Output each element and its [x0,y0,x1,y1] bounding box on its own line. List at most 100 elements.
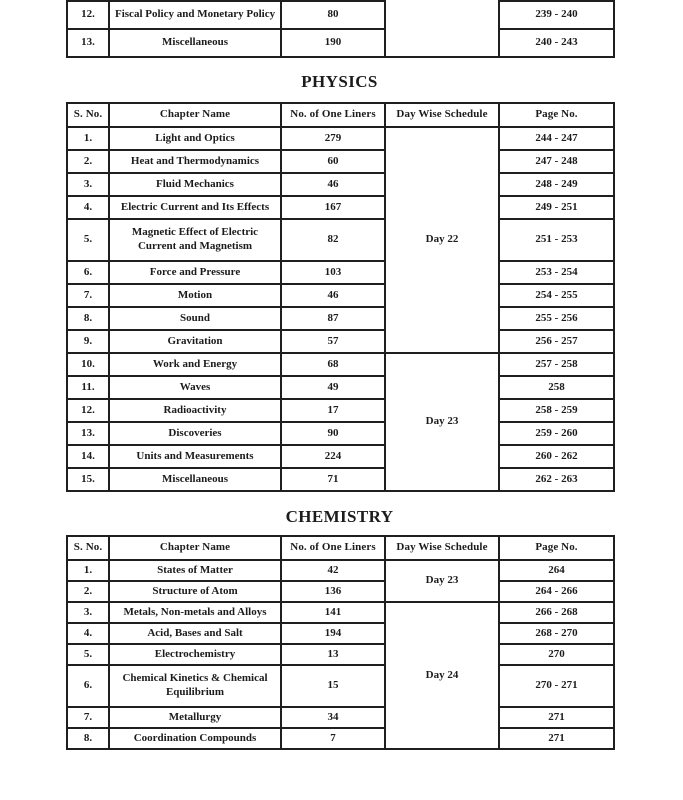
sno-cell: 8. [66,727,110,750]
liners-cell: 224 [280,444,386,469]
table-row: 7. Motion 46 254 - 255 [66,283,615,308]
liners-cell: 90 [280,421,386,446]
liners-cell: 46 [280,172,386,197]
table-row: 1. Light and Optics 279 Day 22 244 - 247 [66,126,615,354]
pages-cell: 268 - 270 [498,622,615,645]
pages-cell: 271 [498,727,615,750]
sno-cell: 13. [66,421,110,446]
liners-cell: 82 [280,218,386,262]
liners-cell: 190 [280,28,386,58]
table-row: 8. Coordination Compounds 7 271 [66,727,615,750]
col-header-sno: S. No. [66,535,110,561]
chapter-cell: Light and Optics [108,126,282,151]
chapter-cell: Sound [108,306,282,331]
liners-cell: 68 [280,352,386,377]
sno-cell: 13. [66,28,110,58]
table-row: 12. Radioactivity 17 258 - 259 [66,398,615,423]
liners-cell: 46 [280,283,386,308]
sno-cell: 4. [66,195,110,220]
pages-cell: 264 - 266 [498,580,615,603]
chapter-cell: Miscellaneous [108,467,282,492]
pages-cell: 266 - 268 [498,601,615,624]
table-row: 6. Chemical Kinetics & Chemical Equilibr… [66,664,615,708]
schedule-cell: Day 22 [384,126,500,354]
col-header-pages: Page No. [498,102,615,128]
sno-cell: 4. [66,622,110,645]
chapter-cell: Motion [108,283,282,308]
sno-cell: 3. [66,172,110,197]
liners-cell: 136 [280,580,386,603]
table-row: 9. Gravitation 57 256 - 257 [66,329,615,354]
table-row: 7. Metallurgy 34 271 [66,706,615,729]
sno-cell: 5. [66,643,110,666]
pages-cell: 240 - 243 [498,28,615,58]
sno-cell: 7. [66,283,110,308]
sno-cell: 6. [66,260,110,285]
table-row: 14. Units and Measurements 224 260 - 262 [66,444,615,469]
liners-cell: 42 [280,559,386,582]
col-header-liners: No. of One Liners [280,102,386,128]
sno-cell: 15. [66,467,110,492]
col-header-sno: S. No. [66,102,110,128]
table-row: 5. Magnetic Effect of Electric Current a… [66,218,615,262]
chapter-cell: Heat and Thermodynamics [108,149,282,174]
sno-cell: 10. [66,352,110,377]
col-header-pages: Page No. [498,535,615,561]
sno-cell: 6. [66,664,110,708]
col-header-chapter: Chapter Name [108,535,282,561]
chapter-cell: Chemical Kinetics & Chemical Equilibrium [108,664,282,708]
pages-cell: 270 [498,643,615,666]
table-row: 4. Electric Current and Its Effects 167 … [66,195,615,220]
schedule-cell [384,1,500,58]
liners-cell: 167 [280,195,386,220]
col-header-chapter: Chapter Name [108,102,282,128]
chemistry-table: S. No. Chapter Name No. of One Liners Da… [66,535,615,750]
schedule-cell: Day 23 [384,559,500,603]
chemistry-title: CHEMISTRY [285,507,394,526]
chapter-cell: Coordination Compounds [108,727,282,750]
pages-cell: 248 - 249 [498,172,615,197]
pages-cell: 249 - 251 [498,195,615,220]
chapter-cell: Fiscal Policy and Monetary Policy [108,0,282,30]
pages-cell: 251 - 253 [498,218,615,262]
liners-cell: 17 [280,398,386,423]
chapter-cell: States of Matter [108,559,282,582]
liners-cell: 13 [280,643,386,666]
table-row: 5. Electrochemistry 13 270 [66,643,615,666]
table-row: 11. Waves 49 258 [66,375,615,400]
chapter-cell: Metallurgy [108,706,282,729]
physics-table: S. No. Chapter Name No. of One Liners Da… [66,102,615,492]
liners-cell: 49 [280,375,386,400]
col-header-liners: No. of One Liners [280,535,386,561]
chapter-cell: Discoveries [108,421,282,446]
liners-cell: 71 [280,467,386,492]
pages-cell: 254 - 255 [498,283,615,308]
chapter-cell: Metals, Non-metals and Alloys [108,601,282,624]
liners-cell: 279 [280,126,386,151]
table-row: 13. Miscellaneous 190 240 - 243 [66,28,615,58]
pages-cell: 260 - 262 [498,444,615,469]
chapter-cell: Gravitation [108,329,282,354]
table-row: 2. Structure of Atom 136 264 - 266 [66,580,615,603]
liners-cell: 57 [280,329,386,354]
pages-cell: 244 - 247 [498,126,615,151]
chapter-cell: Electrochemistry [108,643,282,666]
schedule-cell: Day 24 [384,601,500,750]
chapter-cell: Magnetic Effect of Electric Current and … [108,218,282,262]
sno-cell: 1. [66,559,110,582]
sno-cell: 7. [66,706,110,729]
chapter-cell: Electric Current and Its Effects [108,195,282,220]
liners-cell: 87 [280,306,386,331]
pages-cell: 256 - 257 [498,329,615,354]
col-header-schedule: Day Wise Schedule [384,102,500,128]
sno-cell: 12. [66,398,110,423]
pages-cell: 257 - 258 [498,352,615,377]
liners-cell: 141 [280,601,386,624]
liners-cell: 7 [280,727,386,750]
sno-cell: 5. [66,218,110,262]
table-row: 3. Metals, Non-metals and Alloys 141 Day… [66,601,615,750]
header-row: S. No. Chapter Name No. of One Liners Da… [66,102,615,128]
sno-cell: 1. [66,126,110,151]
sno-cell: 11. [66,375,110,400]
